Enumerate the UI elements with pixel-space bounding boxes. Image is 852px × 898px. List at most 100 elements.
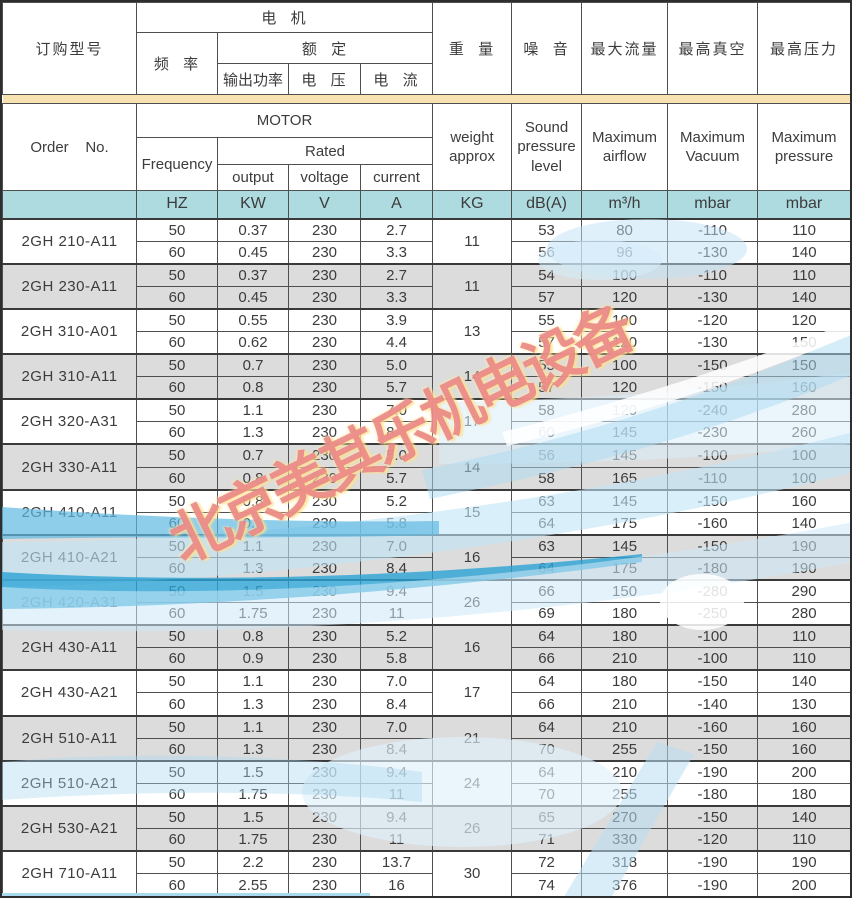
v-cell: 230 <box>288 692 361 717</box>
v-cell: 230 <box>288 602 361 626</box>
a-cell: 4.4 <box>359 330 434 355</box>
airflow-cell: 175 <box>581 556 669 581</box>
v-cell: 230 <box>288 307 361 332</box>
hz-cell: 50 <box>136 262 218 287</box>
model-cell: 2GH 320-A31 <box>2 398 137 445</box>
vacuum-cell: -190 <box>667 850 759 875</box>
a-cell: 5.7 <box>359 466 434 491</box>
db-cell: 70 <box>511 737 583 762</box>
hz-cell: 60 <box>136 421 218 445</box>
hz-cell: 60 <box>136 828 218 852</box>
header-order-en: Order No. <box>2 103 137 191</box>
unit-kw: KW <box>217 190 289 220</box>
db-cell: 66 <box>511 579 583 604</box>
airflow-cell: 270 <box>581 804 669 830</box>
pressure-cell: 110 <box>757 217 850 242</box>
airflow-cell: 120 <box>581 330 669 355</box>
pressure-cell: 200 <box>757 873 850 896</box>
pressure-cell: 140 <box>757 285 850 310</box>
model-row: 2GH 230-A11 50 0.37 230 2.7 11 54 100 -110 110 <box>2 262 850 310</box>
pressure-cell: 120 <box>757 307 850 332</box>
a-cell: 7.0 <box>359 533 434 558</box>
a-cell: 8.4 <box>359 421 434 445</box>
pressure-cell: 100 <box>757 466 850 491</box>
model-row: 2GH 430-A21 50 1.1 230 7.0 17 64 180 -150 140 <box>2 669 850 717</box>
a-cell: 5.8 <box>359 647 434 671</box>
pressure-cell: 140 <box>757 240 850 265</box>
header-pressure-cn: 最高压力 <box>757 2 850 95</box>
unit-mbar-vacuum: mbar <box>667 190 759 220</box>
hz-cell: 50 <box>136 398 218 423</box>
kw-cell: 1.1 <box>217 714 289 739</box>
pressure-cell: 130 <box>757 692 850 717</box>
kg-cell: 26 <box>432 804 513 852</box>
kw-cell: 1.5 <box>217 759 289 784</box>
units-empty-cell <box>2 190 137 220</box>
vacuum-cell: -150 <box>667 353 759 378</box>
unit-mbar-pressure: mbar <box>757 190 850 220</box>
kw-cell: 1.5 <box>217 804 289 830</box>
v-cell: 230 <box>288 759 361 784</box>
header-noise-cn: 噪 音 <box>511 2 583 95</box>
kw-cell: 0.9 <box>217 647 289 671</box>
airflow-cell: 255 <box>581 737 669 762</box>
kg-cell: 11 <box>432 217 513 265</box>
vacuum-cell: -190 <box>667 873 759 896</box>
airflow-cell: 330 <box>581 828 669 852</box>
vacuum-cell: -130 <box>667 330 759 355</box>
hz-cell: 50 <box>136 624 218 649</box>
db-cell: 74 <box>511 873 583 896</box>
pressure-cell: 290 <box>757 579 850 604</box>
model-row: 2GH 420-A31 50 1.5 230 9.4 26 66 150 -280 290 <box>2 578 850 626</box>
airflow-cell: 180 <box>581 602 669 626</box>
unit-m3h: m³/h <box>581 190 669 220</box>
header-vacuum-en: Maximum Vacuum <box>667 103 759 191</box>
v-cell: 230 <box>288 217 361 242</box>
kw-cell: 0.7 <box>217 353 289 378</box>
header-noise-en: Sound pressure level <box>511 103 583 191</box>
pressure-cell: 100 <box>757 443 850 468</box>
model-row: 2GH 330-A11 50 0.7 230 5.0 14 56 145 -100 100 <box>2 443 850 491</box>
db-cell: 64 <box>511 556 583 581</box>
pressure-cell: 110 <box>757 828 850 852</box>
airflow-cell: 210 <box>581 692 669 717</box>
airflow-cell: 150 <box>581 579 669 604</box>
kw-cell: 1.3 <box>217 421 289 445</box>
v-cell: 230 <box>288 376 361 400</box>
unit-db: dB(A) <box>511 190 583 220</box>
kg-cell: 16 <box>432 624 513 671</box>
header-rated-cn: 额 定 <box>216 32 434 64</box>
header-current-en: current <box>359 164 434 191</box>
a-cell: 7.0 <box>359 398 434 423</box>
model-row: 2GH 710-A11 50 2.2 230 13.7 30 72 318 -190 190 <box>2 850 850 896</box>
airflow-cell: 145 <box>581 443 669 468</box>
v-cell: 230 <box>288 828 361 852</box>
unit-v: V <box>288 190 361 220</box>
db-cell: 63 <box>511 488 583 513</box>
hz-cell: 60 <box>136 647 218 671</box>
pressure-cell: 160 <box>757 737 850 762</box>
kw-cell: 1.75 <box>217 602 289 626</box>
hz-cell: 60 <box>136 466 218 491</box>
airflow-cell: 180 <box>581 624 669 649</box>
vacuum-cell: -190 <box>667 759 759 784</box>
vacuum-cell: -150 <box>667 804 759 830</box>
hz-cell: 60 <box>136 285 218 310</box>
model-cell: 2GH 230-A11 <box>2 262 137 310</box>
db-cell: 65 <box>511 804 583 830</box>
db-cell: 57 <box>511 376 583 400</box>
kw-cell: 1.1 <box>217 398 289 423</box>
model-cell: 2GH 420-A31 <box>2 578 137 626</box>
header-vacuum-cn: 最高真空 <box>667 2 759 95</box>
kg-cell: 17 <box>432 398 513 445</box>
a-cell: 5.2 <box>359 624 434 649</box>
vacuum-cell: -160 <box>667 511 759 536</box>
db-cell: 72 <box>511 850 583 875</box>
pressure-cell: 150 <box>757 353 850 378</box>
airflow-cell: 175 <box>581 511 669 536</box>
a-cell: 7.0 <box>359 669 434 694</box>
kw-cell: 1.75 <box>217 828 289 852</box>
hz-cell: 60 <box>136 737 218 762</box>
a-cell: 9.4 <box>359 804 434 830</box>
vacuum-cell: -130 <box>667 285 759 310</box>
